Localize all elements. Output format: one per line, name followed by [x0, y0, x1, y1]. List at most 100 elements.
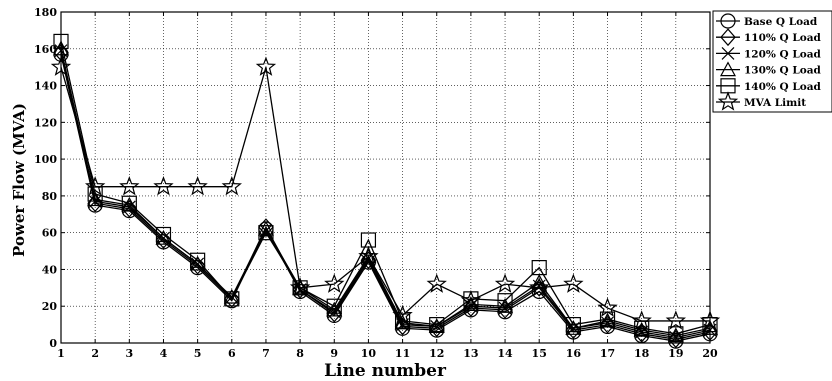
data-point — [326, 298, 342, 314]
data-point — [223, 288, 240, 304]
data-point — [633, 321, 650, 337]
data-point — [119, 175, 140, 196]
data-point — [426, 273, 447, 293]
y-tick-label: 0 — [49, 337, 57, 350]
data-point — [667, 327, 684, 343]
x-tick-label: 3 — [125, 347, 133, 360]
y-tick-label: 80 — [42, 190, 58, 203]
data-point — [360, 248, 377, 264]
legend-item: MVA Limit — [716, 91, 806, 111]
plot-area-frame — [60, 11, 711, 344]
data-point — [392, 304, 413, 325]
legend-item: Base Q Load — [716, 13, 818, 29]
x-tick-label: 8 — [296, 347, 304, 360]
x-tick-label: 18 — [634, 347, 650, 360]
data-point — [529, 277, 550, 297]
data-point — [292, 280, 308, 296]
x-tick-label: 13 — [463, 347, 478, 360]
data-point — [494, 273, 516, 293]
data-point — [257, 220, 274, 236]
data-point — [84, 175, 106, 196]
x-axis-label: Line number — [324, 361, 447, 381]
series-line — [60, 41, 711, 335]
data-point — [358, 245, 379, 266]
x-tick-label: 17 — [600, 347, 615, 360]
legend-marker — [717, 91, 739, 111]
legend-label: 140% Q Load — [744, 81, 822, 93]
data-point — [462, 296, 479, 311]
data-point — [224, 291, 240, 307]
x-tick-label: 20 — [702, 347, 718, 360]
x-tick-labels: 1 2 3 4 5 6 7 8 9 10 11 12 13 14 15 16 17 18 19 20 — [57, 347, 718, 360]
data-point — [190, 252, 206, 268]
data-point — [668, 326, 684, 342]
data-point — [565, 317, 581, 333]
legend-label: Base Q Load — [744, 16, 818, 28]
x-tick-label: 15 — [532, 347, 547, 360]
data-point — [497, 293, 513, 309]
data-point — [665, 310, 687, 330]
legend-item: 120% Q Load — [716, 46, 822, 60]
x-tick-label: 7 — [262, 347, 270, 360]
data-point — [289, 277, 311, 297]
x-tick-label: 19 — [668, 347, 683, 360]
legend-item: 110% Q Load — [716, 28, 822, 47]
data-point — [429, 317, 445, 333]
y-tick-label: 60 — [42, 227, 58, 240]
data-point — [563, 273, 584, 293]
y-tick-labels: 0 20 40 60 80 100 120 140 160 180 — [34, 6, 57, 350]
data-point — [460, 290, 482, 310]
legend-label: MVA Limit — [744, 97, 806, 109]
x-tick-label: 4 — [160, 347, 168, 360]
data-point — [428, 318, 445, 334]
legend-item: 130% Q Load — [716, 61, 822, 77]
legend-marker — [720, 28, 736, 47]
x-tick-label: 5 — [194, 347, 202, 360]
x-tick-label: 9 — [330, 347, 338, 360]
series-group — [50, 33, 721, 349]
y-tick-label: 120 — [34, 116, 57, 129]
y-tick-label: 140 — [34, 80, 57, 93]
data-point — [565, 320, 582, 335]
data-point — [497, 297, 514, 313]
x-tick-label: 14 — [497, 347, 513, 360]
y-tick-label: 180 — [34, 6, 57, 19]
legend-label: 120% Q Load — [744, 48, 822, 60]
legend-box — [712, 10, 832, 113]
legend-item: 140% Q Load — [716, 78, 822, 94]
data-point — [324, 273, 345, 293]
legend-marker — [721, 46, 735, 60]
y-tick-label: 20 — [42, 300, 58, 313]
legend-marker — [719, 61, 737, 77]
data-point — [187, 175, 208, 196]
data-point — [597, 297, 618, 317]
data-point — [153, 175, 174, 196]
legend-label: 110% Q Load — [744, 32, 822, 44]
data-point — [258, 225, 274, 241]
x-tick-label: 1 — [57, 347, 65, 360]
x-tick-label: 11 — [395, 347, 410, 360]
data-point — [121, 196, 138, 212]
y-axis-label: Power Flow (MVA) — [10, 103, 28, 257]
legend-label: 130% Q Load — [744, 65, 822, 77]
y-tick-label: 160 — [34, 43, 57, 56]
data-point — [189, 256, 206, 275]
data-point — [394, 313, 411, 329]
data-point — [255, 56, 277, 76]
data-point — [394, 314, 411, 330]
x-tick-label: 16 — [566, 347, 582, 360]
x-tick-label: 6 — [228, 347, 236, 360]
x-tick-label: 2 — [91, 347, 99, 360]
y-tick-label: 40 — [42, 263, 58, 276]
data-point — [326, 301, 343, 317]
data-point — [121, 195, 137, 211]
data-point — [531, 260, 547, 276]
legend-marker — [720, 13, 736, 29]
data-point — [223, 289, 240, 308]
y-tick-label: 100 — [34, 153, 57, 166]
x-tick-label: 12 — [429, 347, 444, 360]
legend: Base Q Load 110% Q Load 120% Q Load 130% Q … — [712, 10, 832, 113]
data-point — [631, 310, 652, 330]
